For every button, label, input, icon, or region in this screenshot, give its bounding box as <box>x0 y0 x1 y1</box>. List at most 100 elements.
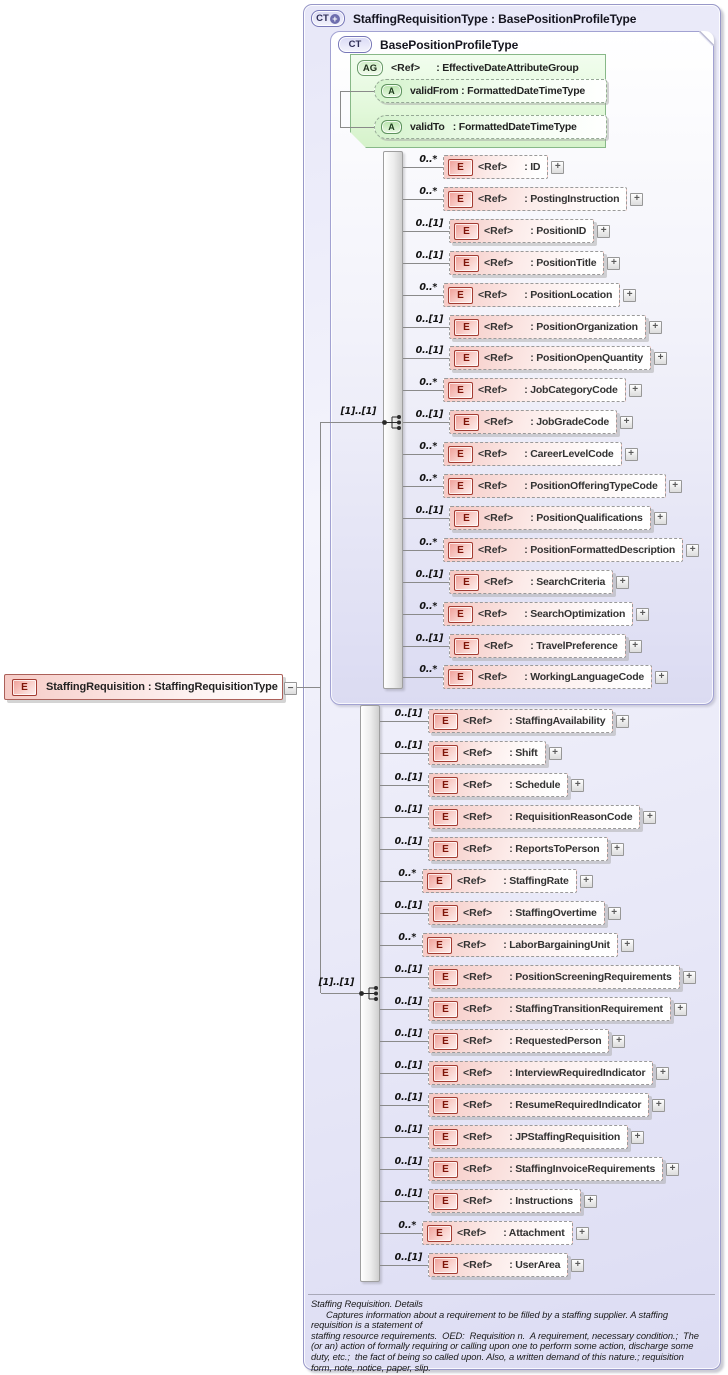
connector-line <box>403 517 449 519</box>
element-box[interactable]: E <Ref>: JPStaffingRequisition <box>428 1125 629 1149</box>
a-badge: A <box>381 120 402 134</box>
expand-button[interactable]: + <box>571 1258 585 1272</box>
expand-button[interactable]: + <box>620 938 634 952</box>
occurs-label: 0..[1] <box>394 964 423 975</box>
element-badge: E <box>433 712 458 730</box>
footer-line: staffing resource requirements. OED: Req… <box>311 1329 699 1341</box>
element-box[interactable]: E <Ref>: PositionID <box>449 219 595 243</box>
expand-button[interactable]: + <box>620 415 634 429</box>
element-row: 0..[1] E <Ref>: StaffingOvertime + <box>380 900 621 926</box>
element-name: : PositionOfferingTypeCode <box>524 480 658 492</box>
element-box[interactable]: E <Ref>: PositionOfferingTypeCode <box>443 474 670 502</box>
element-ref-label: <Ref> <box>484 640 514 652</box>
element-ref-label: <Ref> <box>478 193 508 205</box>
element-box[interactable]: E <Ref>: JobGradeCode <box>449 410 618 434</box>
element-box[interactable]: E <Ref>: PostingInstruction <box>443 187 632 215</box>
expand-button[interactable]: + <box>624 447 638 461</box>
element-badge: E <box>433 1128 458 1146</box>
expand-button[interactable]: + <box>655 670 669 684</box>
element-box[interactable]: E <Ref>: RequisitionReasonCode <box>428 805 641 829</box>
element-box[interactable]: E <Ref>: PositionTitle <box>449 251 605 275</box>
expand-button[interactable]: + <box>673 1002 687 1016</box>
expand-button[interactable]: + <box>630 192 644 206</box>
expand-button[interactable]: + <box>628 383 642 397</box>
expand-button[interactable]: + <box>551 160 565 174</box>
occurs-label: 0..[1] <box>415 409 444 420</box>
element-box[interactable]: E <Ref>: ID <box>443 155 553 183</box>
element-box[interactable]: E <Ref>: PositionFormattedDescription <box>443 538 688 566</box>
element-box[interactable]: E <Ref>: TravelPreference <box>449 634 626 658</box>
expand-button[interactable]: + <box>686 543 700 557</box>
element-badge: E <box>433 1064 458 1082</box>
element-box[interactable]: E <Ref>: RequestedPerson <box>428 1029 610 1053</box>
element-box[interactable]: E <Ref>: PositionScreeningRequirements <box>428 965 680 989</box>
expand-button[interactable]: + <box>652 1098 666 1112</box>
element-box[interactable]: E <Ref>: Shift <box>428 741 546 765</box>
element-box[interactable]: E <Ref>: StaffingTransitionRequirement <box>428 997 671 1021</box>
element-box[interactable]: E <Ref>: StaffingAvailability <box>428 709 614 733</box>
expand-button[interactable]: + <box>583 1194 597 1208</box>
element-box[interactable]: E <Ref>: StaffingRate <box>422 869 581 897</box>
element-box[interactable]: E <Ref>: PositionOrganization <box>449 315 646 339</box>
element-box[interactable]: E <Ref>: JobCategoryCode <box>443 378 630 406</box>
element-box[interactable]: E <Ref>: PositionOpenQuantity <box>449 346 652 370</box>
expand-button[interactable]: + <box>597 224 611 238</box>
expand-button[interactable]: + <box>575 1226 589 1240</box>
root-element-box[interactable]: E StaffingRequisition : StaffingRequisit… <box>4 674 283 700</box>
expand-button[interactable]: + <box>643 810 657 824</box>
element-name: : RequisitionReasonCode <box>509 811 633 823</box>
element-name: : PositionOrganization <box>530 321 638 333</box>
element-box[interactable]: E <Ref>: CareerLevelCode <box>443 442 626 470</box>
element-row: 0..* E <Ref>: SearchOptimization + <box>403 601 650 630</box>
connector-line <box>340 91 341 128</box>
element-box[interactable]: E <Ref>: StaffingOvertime <box>428 901 605 925</box>
expand-button[interactable]: + <box>571 778 585 792</box>
expand-button[interactable]: + <box>656 1066 670 1080</box>
element-box[interactable]: E <Ref>: PositionQualifications <box>449 506 651 530</box>
expand-button[interactable]: + <box>623 288 637 302</box>
element-box[interactable]: E <Ref>: UserArea <box>428 1253 569 1277</box>
expand-button[interactable]: + <box>579 874 593 888</box>
element-box[interactable]: E <Ref>: LaborBargainingUnit <box>422 933 622 961</box>
element-ref-label: <Ref> <box>457 1227 487 1239</box>
expand-button[interactable]: + <box>666 1162 680 1176</box>
expand-button[interactable]: + <box>653 511 667 525</box>
connector-line <box>403 676 443 678</box>
expand-button[interactable]: + <box>612 1034 626 1048</box>
expand-button[interactable]: + <box>631 1130 645 1144</box>
element-ref-label: <Ref> <box>463 715 493 727</box>
element-box[interactable]: E <Ref>: ResumeRequiredIndicator <box>428 1093 650 1117</box>
expand-button[interactable]: + <box>682 970 696 984</box>
expand-button[interactable]: + <box>668 479 682 493</box>
expand-button[interactable]: + <box>636 607 650 621</box>
element-row: 0..[1] E <Ref>: SearchCriteria + <box>403 569 630 595</box>
collapse-button[interactable]: − <box>284 682 297 695</box>
element-box[interactable]: E <Ref>: SearchOptimization <box>443 602 638 630</box>
element-box[interactable]: E <Ref>: PositionLocation <box>443 283 625 311</box>
element-row: 0..[1] E <Ref>: UserArea + <box>380 1252 585 1278</box>
element-row: 0..[1] E <Ref>: PositionID + <box>403 218 611 244</box>
element-box[interactable]: E <Ref>: ReportsToPerson <box>428 837 608 861</box>
element-name: : StaffingRate <box>503 875 569 887</box>
element-box[interactable]: E <Ref>: InterviewRequiredIndicator <box>428 1061 654 1085</box>
element-name: : StaffingOvertime <box>509 907 597 919</box>
element-box[interactable]: E <Ref>: WorkingLanguageCode <box>443 665 657 693</box>
expand-button[interactable]: + <box>607 256 621 270</box>
element-badge: E <box>427 872 452 890</box>
expand-button[interactable]: + <box>610 842 624 856</box>
expand-button[interactable]: + <box>607 906 621 920</box>
expand-button[interactable]: + <box>616 575 630 589</box>
expand-button[interactable]: + <box>628 639 642 653</box>
element-box[interactable]: E <Ref>: StaffingInvoiceRequirements <box>428 1157 664 1181</box>
expand-button[interactable]: + <box>616 714 630 728</box>
element-box[interactable]: E <Ref>: Schedule <box>428 773 569 797</box>
expand-button[interactable]: + <box>654 351 668 365</box>
element-box[interactable]: E <Ref>: Instructions <box>428 1189 581 1213</box>
expand-button[interactable]: + <box>648 320 662 334</box>
element-box[interactable]: E <Ref>: Attachment <box>422 1221 577 1249</box>
connector-line <box>340 127 374 128</box>
element-box[interactable]: E <Ref>: SearchCriteria <box>449 570 614 594</box>
expand-button[interactable]: + <box>548 746 562 760</box>
